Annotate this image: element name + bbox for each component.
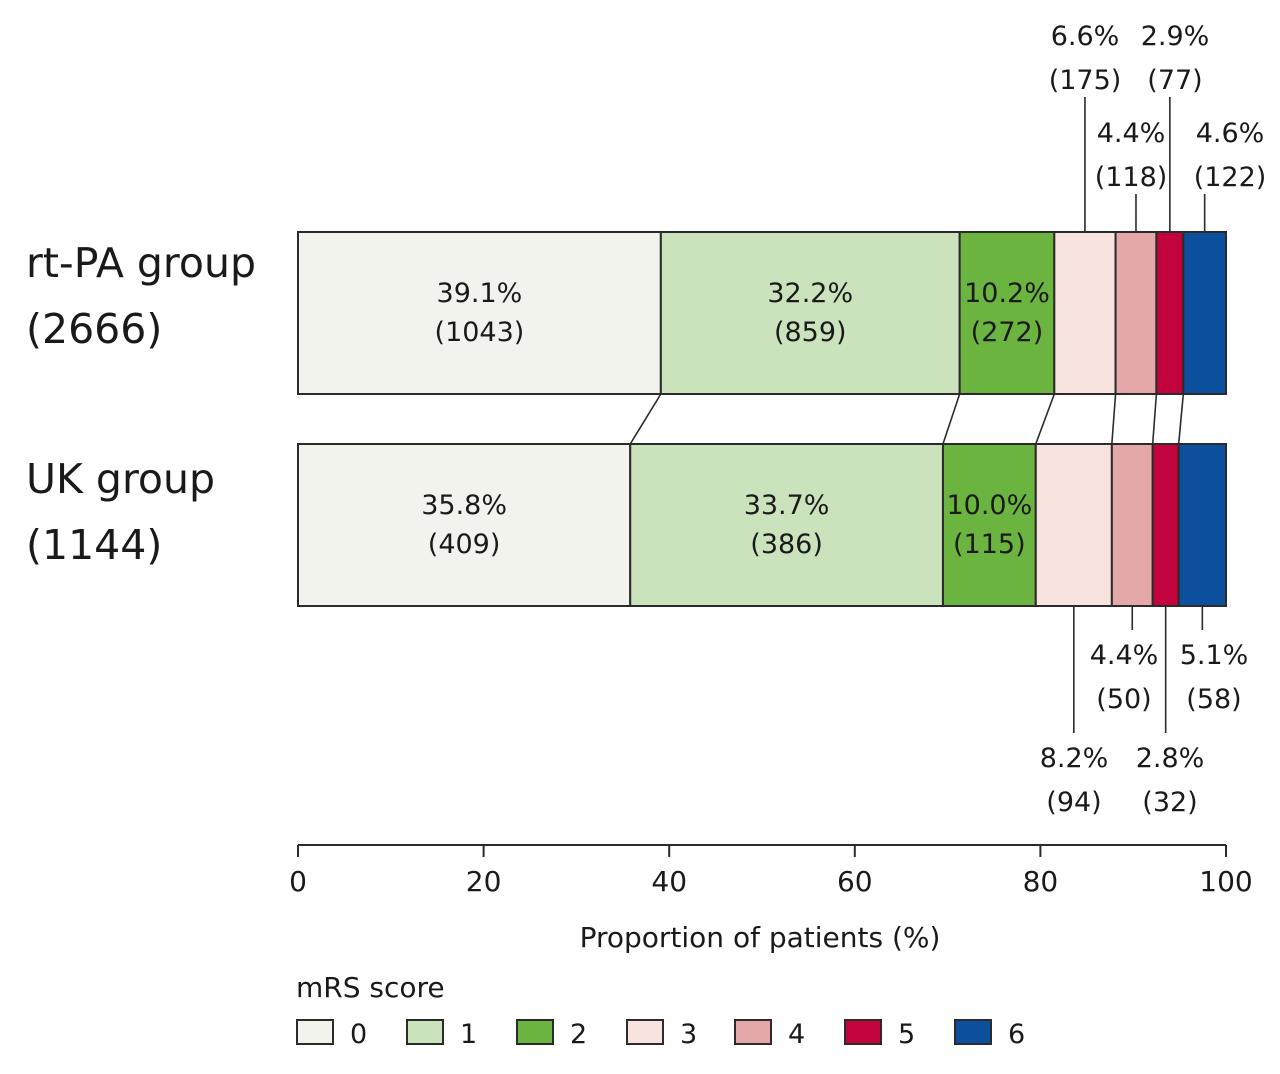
x-tick-label: 20 xyxy=(466,865,502,898)
bar-segment-uk-mrs-1 xyxy=(629,443,944,607)
callout-count-label: (58) xyxy=(1186,684,1241,715)
legend-label: 1 xyxy=(460,1019,477,1050)
segment-connector-line xyxy=(1111,393,1117,445)
x-tick-label: 80 xyxy=(1023,865,1059,898)
x-tick-label: 100 xyxy=(1199,865,1252,898)
callout-count-label: (175) xyxy=(1049,65,1122,96)
bar-segment-rtpa-mrs-5 xyxy=(1155,231,1185,395)
legend-label: 4 xyxy=(788,1019,805,1050)
bar-segment-rtpa-mrs-3 xyxy=(1053,231,1117,395)
segment-pct-label: 39.1% xyxy=(437,278,523,309)
segment-pct-label: 35.8% xyxy=(421,490,507,521)
group-n-label: (1144) xyxy=(26,521,162,569)
legend-label: 6 xyxy=(1008,1019,1025,1050)
segment-count-label: (386) xyxy=(750,529,823,560)
legend-swatch-mrs-5 xyxy=(844,1019,882,1045)
segment-connector-line xyxy=(629,393,662,445)
x-axis: 0 20 40 60 80 100 xyxy=(289,844,1253,898)
segment-connectors xyxy=(629,393,1185,445)
legend-title: mRS score xyxy=(296,971,445,1004)
bar-segment-rtpa-mrs-6 xyxy=(1182,231,1228,395)
legend-swatch-mrs-2 xyxy=(516,1019,554,1045)
x-axis-title: Proportion of patients (%) xyxy=(580,921,941,954)
callouts: 6.6% (175) 8.2% (94) 4.4% (118) 4.4% (50) 2.9% (7… xyxy=(1040,21,1267,818)
segment-pct-label: 32.2% xyxy=(767,278,853,309)
bar-segment-uk-mrs-6 xyxy=(1177,443,1227,607)
bar-segment-rtpa-mrs-0 xyxy=(297,231,662,395)
legend-swatch-mrs-3 xyxy=(626,1019,664,1045)
segment-pct-label: 10.2% xyxy=(964,278,1050,309)
group-name-label: UK group xyxy=(26,455,215,503)
callout-count-label: (118) xyxy=(1095,162,1168,193)
x-tick-label: 0 xyxy=(289,865,307,898)
segment-count-label: (1043) xyxy=(435,317,525,348)
segment-connector-line xyxy=(942,393,961,445)
bar-segment-uk-mrs-4 xyxy=(1110,443,1154,607)
bar-segment-uk-mrs-5 xyxy=(1151,443,1180,607)
x-tick-label: 40 xyxy=(651,865,687,898)
group-name-label: rt-PA group xyxy=(26,239,256,287)
bar-segment-uk-mrs-2 xyxy=(941,443,1037,607)
segment-connector-line xyxy=(1151,393,1158,445)
segment-count-label: (115) xyxy=(953,529,1026,560)
callout-count-label: (122) xyxy=(1194,162,1267,193)
segment-pct-label: 33.7% xyxy=(744,490,830,521)
bar-segment-rtpa-mrs-1 xyxy=(659,231,961,395)
callout-pct-label: 8.2% xyxy=(1040,743,1109,774)
segment-connector-line xyxy=(1035,393,1056,445)
legend-label: 5 xyxy=(898,1019,915,1050)
group-labels: rt-PA group (2666) UK group (1144) xyxy=(26,239,256,569)
callout-count-label: (32) xyxy=(1142,787,1197,818)
legend-swatch-mrs-1 xyxy=(406,1019,444,1045)
segment-count-label: (859) xyxy=(774,317,847,348)
legend-swatch-mrs-6 xyxy=(954,1019,992,1045)
callout-pct-label: 6.6% xyxy=(1051,21,1120,52)
legend-swatch-mrs-4 xyxy=(734,1019,772,1045)
callout-count-label: (94) xyxy=(1046,787,1101,818)
legend: mRS score 0 1 2 3 4 5 6 xyxy=(296,971,1025,1050)
legend-label: 3 xyxy=(680,1019,697,1050)
callout-count-label: (50) xyxy=(1096,684,1151,715)
callout-pct-label: 4.6% xyxy=(1196,118,1265,149)
bar-segment-uk-mrs-0 xyxy=(297,443,632,607)
segment-count-label: (272) xyxy=(971,317,1044,348)
legend-swatch-mrs-0 xyxy=(296,1019,334,1045)
legend-label: 0 xyxy=(350,1019,367,1050)
segment-pct-label: 10.0% xyxy=(946,490,1032,521)
callout-pct-label: 4.4% xyxy=(1097,118,1166,149)
callout-count-label: (77) xyxy=(1147,65,1202,96)
bars: 39.1% (1043) 32.2% (859) 10.2% (272) 35.8% (409… xyxy=(297,231,1228,607)
callout-pct-label: 2.9% xyxy=(1141,21,1210,52)
bar-segment-uk-mrs-3 xyxy=(1034,443,1113,607)
bar-segment-rtpa-mrs-4 xyxy=(1114,231,1158,395)
callout-pct-label: 4.4% xyxy=(1090,640,1159,671)
x-tick-label: 60 xyxy=(837,865,873,898)
legend-label: 2 xyxy=(570,1019,587,1050)
bar-segment-rtpa-mrs-2 xyxy=(958,231,1056,395)
callout-pct-label: 2.8% xyxy=(1136,743,1205,774)
callout-pct-label: 5.1% xyxy=(1180,640,1249,671)
segment-connector-line xyxy=(1177,393,1185,445)
segment-count-label: (409) xyxy=(428,529,501,560)
group-n-label: (2666) xyxy=(26,305,162,353)
